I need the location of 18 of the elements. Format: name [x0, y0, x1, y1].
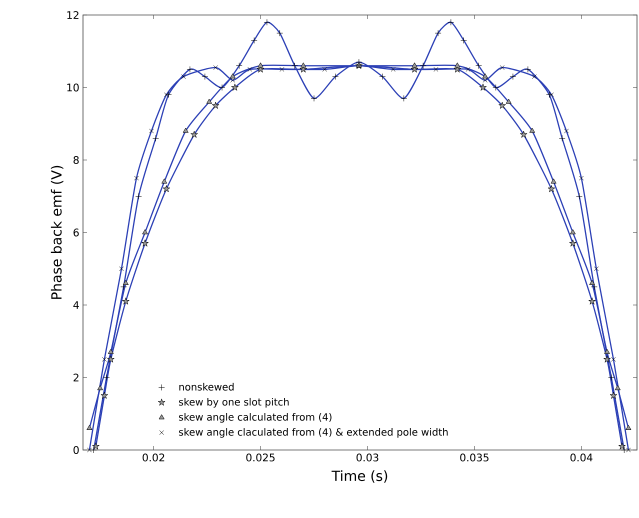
x-tick-label: 0.03 [356, 454, 378, 462]
x-tick-label: 0.04 [570, 454, 592, 462]
y-tick-label: 12 [67, 11, 78, 19]
x-tick-label: 0.02 [142, 454, 164, 462]
legend-label: skew angle calculated from (4) [178, 412, 332, 423]
y-tick-label: 10 [67, 84, 79, 92]
y-tick-label: 2 [74, 374, 78, 382]
y-tick-label: 6 [74, 228, 79, 236]
y-tick-label: 0 [74, 446, 79, 454]
x-tick-label: 0.025 [246, 454, 275, 462]
y-axis-title: Phase back emf (V) [50, 166, 64, 299]
legend-label: skew angle claculated from (4) & extended pole width [178, 428, 448, 438]
x-tick-label: 0.035 [460, 454, 488, 462]
y-tick-label: 8 [74, 156, 79, 164]
x-axis-title: Time (s) [332, 470, 388, 483]
y-tick-label: 4 [73, 301, 79, 309]
legend-label: skew by one slot pitch [178, 398, 289, 408]
legend-label: nonskewed [179, 382, 234, 391]
